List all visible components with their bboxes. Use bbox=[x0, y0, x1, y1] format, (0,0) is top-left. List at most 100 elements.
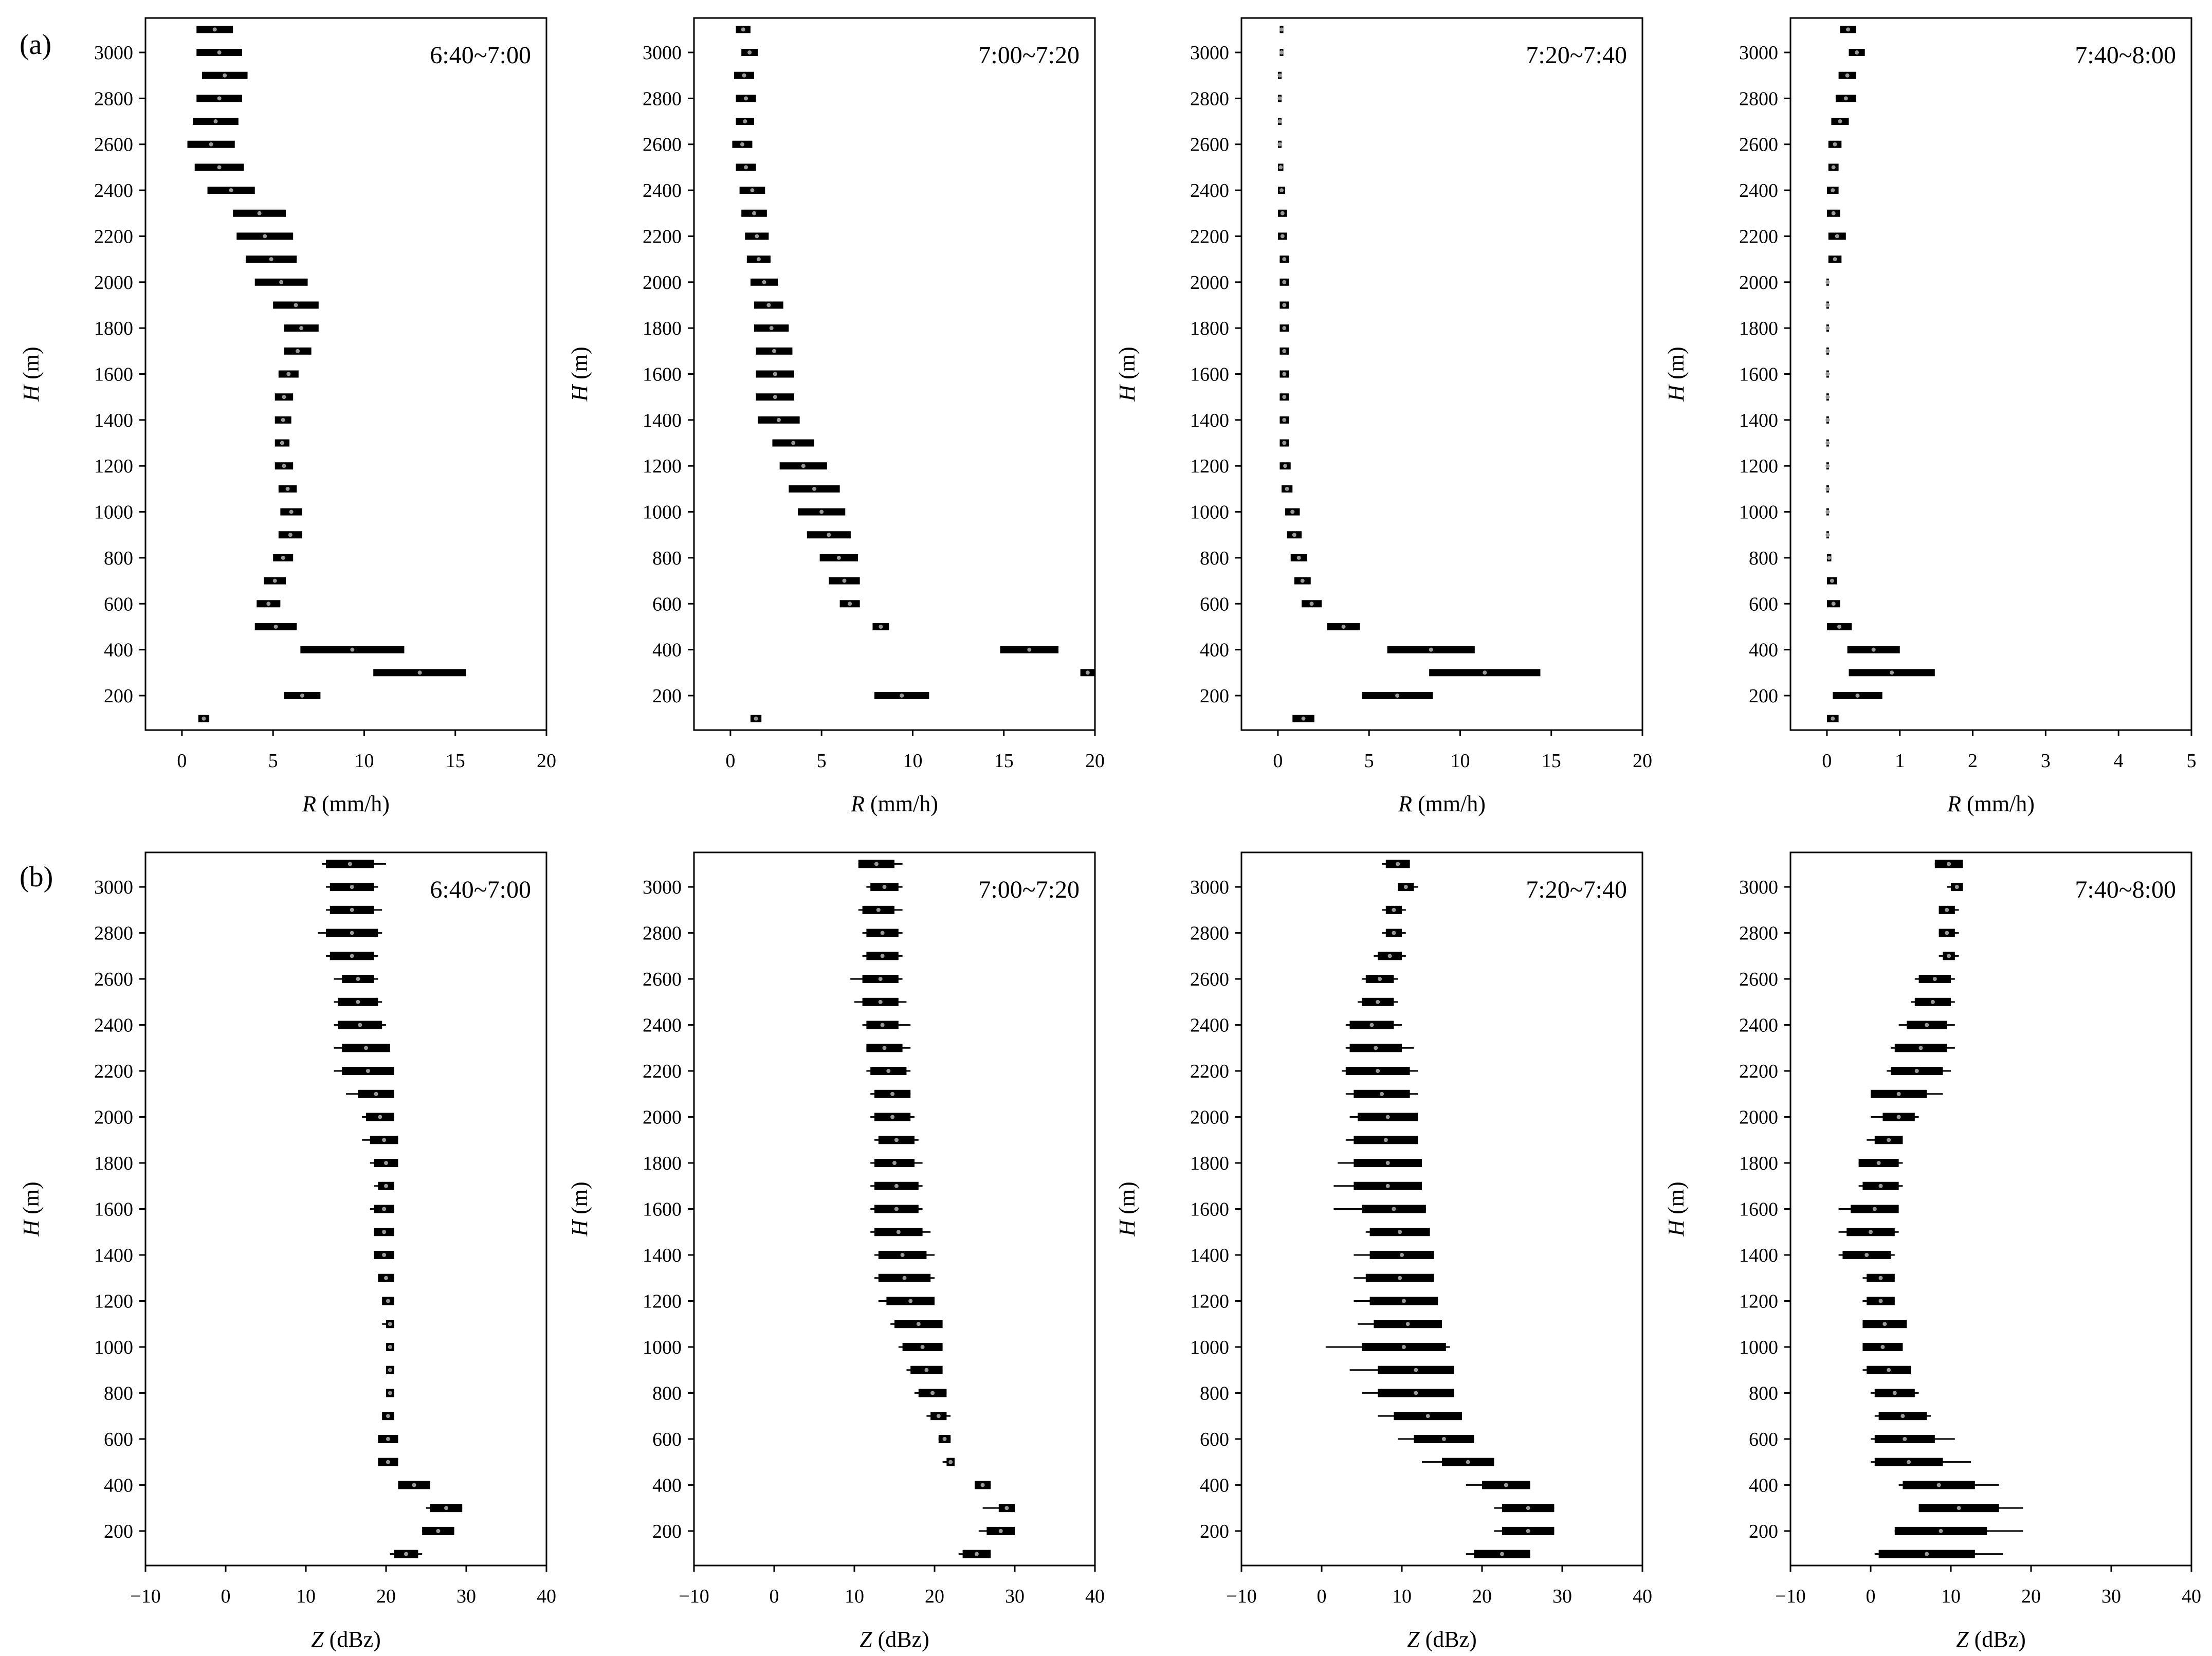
x-tick-label: 40 bbox=[2182, 1586, 2201, 1607]
y-tick-label: 1800 bbox=[94, 318, 133, 339]
median-dot bbox=[1279, 188, 1284, 193]
median-dot bbox=[1385, 1161, 1390, 1166]
median-dot bbox=[998, 1528, 1003, 1533]
median-dot bbox=[740, 142, 744, 147]
x-axis-label: R (mm/h) bbox=[850, 791, 938, 816]
median-dot bbox=[1403, 885, 1408, 889]
x-tick-label: 2 bbox=[1968, 750, 1978, 772]
y-tick-label: 1600 bbox=[94, 364, 133, 386]
median-dot bbox=[1385, 1184, 1390, 1188]
y-axis-unit: (m) bbox=[567, 347, 592, 385]
median-dot bbox=[1838, 119, 1842, 124]
median-dot bbox=[281, 417, 285, 422]
median-dot bbox=[299, 326, 304, 331]
median-dot bbox=[750, 188, 755, 193]
median-dot bbox=[350, 954, 354, 958]
x-axis-unit: (mm/h) bbox=[865, 791, 938, 816]
x-tick-label: 10 bbox=[296, 1586, 316, 1607]
y-tick-label: 1000 bbox=[1190, 502, 1229, 523]
y-tick-label: 2600 bbox=[1190, 134, 1229, 156]
median-dot bbox=[1914, 1069, 1919, 1073]
median-dot bbox=[773, 395, 777, 399]
median-dot bbox=[382, 1230, 387, 1234]
plot-frame bbox=[1240, 17, 1643, 731]
y-axis-unit: (m) bbox=[19, 1181, 44, 1220]
median-dot bbox=[1282, 372, 1287, 376]
median-dot bbox=[1825, 417, 1830, 422]
chart-panel-a-3: 0 5 10 15 20 200 400 600 800 1000 1200 1400 1600 1800… bbox=[1114, 17, 1652, 816]
y-tick-label: 400 bbox=[1749, 640, 1778, 661]
y-tick-label: 200 bbox=[652, 685, 682, 707]
y-tick-label: 200 bbox=[1749, 685, 1778, 707]
median-dot bbox=[1825, 464, 1830, 468]
median-dot bbox=[1845, 73, 1850, 78]
y-tick-label: 800 bbox=[652, 1382, 682, 1404]
median-dot bbox=[894, 1207, 899, 1211]
median-dot bbox=[812, 486, 816, 491]
median-dot bbox=[382, 1252, 387, 1257]
y-tick-label: 1800 bbox=[643, 318, 682, 339]
x-tick-label: −10 bbox=[1775, 1586, 1805, 1607]
y-tick-label: 2400 bbox=[94, 180, 133, 202]
y-tick-label: 1200 bbox=[1190, 1290, 1229, 1312]
series-marks bbox=[1825, 26, 1935, 722]
y-tick-label: 1200 bbox=[1739, 1290, 1778, 1312]
median-dot bbox=[1282, 417, 1287, 422]
y-tick-label: 1200 bbox=[643, 456, 682, 477]
median-dot bbox=[1398, 1230, 1402, 1234]
y-axis-variable: H bbox=[19, 1219, 44, 1237]
median-dot bbox=[286, 372, 291, 376]
median-dot bbox=[288, 533, 293, 537]
median-dot bbox=[1396, 862, 1400, 866]
median-dot bbox=[281, 555, 285, 560]
median-dot bbox=[412, 1483, 416, 1487]
median-dot bbox=[1846, 27, 1851, 32]
median-dot bbox=[894, 1138, 899, 1142]
x-tick-label: 0 bbox=[1866, 1586, 1876, 1607]
y-tick-label: 1800 bbox=[1739, 1153, 1778, 1174]
row-b-label: (b) bbox=[20, 861, 53, 893]
y-tick-label: 2800 bbox=[94, 88, 133, 110]
y-tick-label: 2800 bbox=[94, 923, 133, 944]
y-tick-label: 600 bbox=[1749, 1429, 1778, 1450]
median-dot bbox=[384, 1184, 388, 1188]
y-tick-label: 400 bbox=[1200, 640, 1229, 661]
median-dot bbox=[1383, 1138, 1388, 1142]
median-dot bbox=[1085, 670, 1090, 675]
median-dot bbox=[916, 1322, 921, 1326]
x-axis-label: Z (dBz) bbox=[1956, 1627, 2026, 1652]
median-dot bbox=[1887, 1368, 1891, 1372]
median-dot bbox=[444, 1506, 448, 1511]
median-dot bbox=[1392, 931, 1396, 935]
median-dot bbox=[886, 1069, 891, 1073]
y-tick-label: 2800 bbox=[1739, 923, 1778, 944]
y-tick-label: 1800 bbox=[643, 1153, 682, 1174]
y-tick-label: 2000 bbox=[1190, 272, 1229, 294]
x-tick-label: 20 bbox=[1085, 750, 1105, 772]
median-dot bbox=[296, 349, 300, 353]
y-tick-label: 200 bbox=[104, 1521, 133, 1542]
median-dot bbox=[404, 1552, 408, 1556]
median-dot bbox=[801, 464, 806, 468]
median-dot bbox=[1827, 555, 1832, 560]
panel-title: 6:40~7:00 bbox=[430, 42, 531, 69]
y-tick-label: 800 bbox=[1200, 548, 1229, 569]
median-dot bbox=[882, 1046, 887, 1050]
y-tick-label: 600 bbox=[104, 1429, 133, 1450]
y-tick-label: 3000 bbox=[1190, 42, 1229, 64]
median-dot bbox=[374, 1091, 378, 1096]
median-dot bbox=[386, 1414, 390, 1418]
y-tick-label: 800 bbox=[1749, 548, 1778, 569]
median-dot bbox=[1936, 1483, 1941, 1487]
median-dot bbox=[1831, 188, 1835, 193]
y-tick-label: 1600 bbox=[1739, 364, 1778, 386]
x-tick-label: 10 bbox=[354, 750, 374, 772]
median-dot bbox=[772, 349, 776, 353]
median-dot bbox=[1825, 509, 1830, 514]
y-tick-label: 2200 bbox=[1739, 1061, 1778, 1082]
x-tick-label: 20 bbox=[376, 1586, 396, 1607]
median-dot bbox=[902, 1276, 907, 1280]
median-dot bbox=[942, 1436, 947, 1441]
x-tick-label: 20 bbox=[537, 750, 556, 772]
median-dot bbox=[1429, 647, 1433, 652]
